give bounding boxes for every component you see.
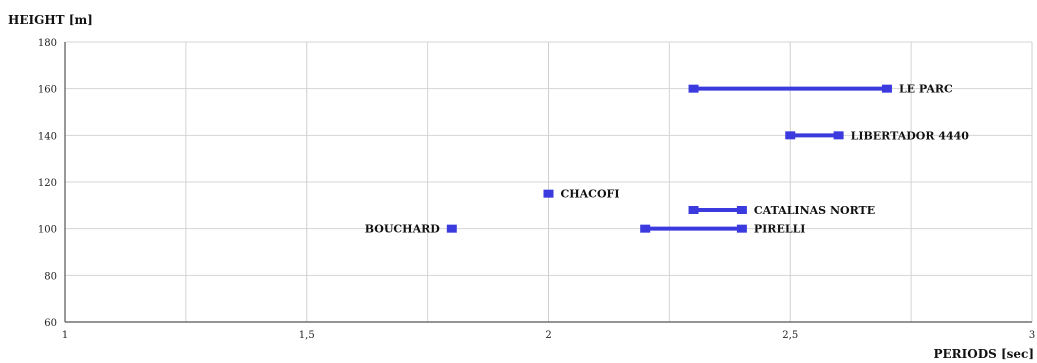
- building-label: LE PARC: [899, 83, 953, 96]
- y-tick-label: 140: [38, 131, 57, 142]
- building-label: BOUCHARD: [365, 223, 441, 236]
- x-tick-label: 3: [1029, 330, 1035, 341]
- range-start-marker: [640, 224, 651, 233]
- y-tick-label: 80: [44, 271, 57, 282]
- building-label: LIBERTADOR 4440: [851, 129, 970, 142]
- building-label: CHACOFI: [561, 188, 620, 201]
- y-axis-label: HEIGHT [m]: [8, 13, 93, 27]
- y-tick-label: 120: [38, 178, 57, 189]
- range-end-marker: [736, 206, 747, 214]
- building-label: PIRELLI: [754, 223, 806, 236]
- x-tick-label: 2,5: [782, 330, 798, 341]
- x-tick-label: 1: [62, 330, 68, 341]
- x-tick-label: 1,5: [299, 330, 315, 341]
- range-end-marker: [881, 84, 892, 93]
- grid: [64, 41, 1033, 323]
- range-start-marker: [688, 206, 699, 214]
- x-axis-label: PERIODS [sec]: [933, 347, 1034, 361]
- point-marker: [543, 189, 554, 198]
- building-label: CATALINAS NORTE: [754, 204, 875, 217]
- range-end-marker: [833, 131, 844, 140]
- y-tick-label: 160: [38, 85, 57, 96]
- range-start-marker: [785, 131, 796, 140]
- point-marker: [446, 224, 457, 233]
- range-end-marker: [736, 224, 747, 233]
- range-start-marker: [688, 84, 699, 93]
- y-tick-label: 100: [38, 225, 57, 236]
- y-tick-label: 60: [44, 318, 57, 329]
- y-tick-label: 180: [38, 38, 57, 49]
- data-marks: LE PARC LIBERTADOR 4440 CHACOFI CATALINAS N…: [365, 83, 970, 236]
- axes: 60 80 100 120 140 160 180 1 1,5 2 2,5 3: [38, 38, 1035, 341]
- x-tick-label: 2: [545, 330, 551, 341]
